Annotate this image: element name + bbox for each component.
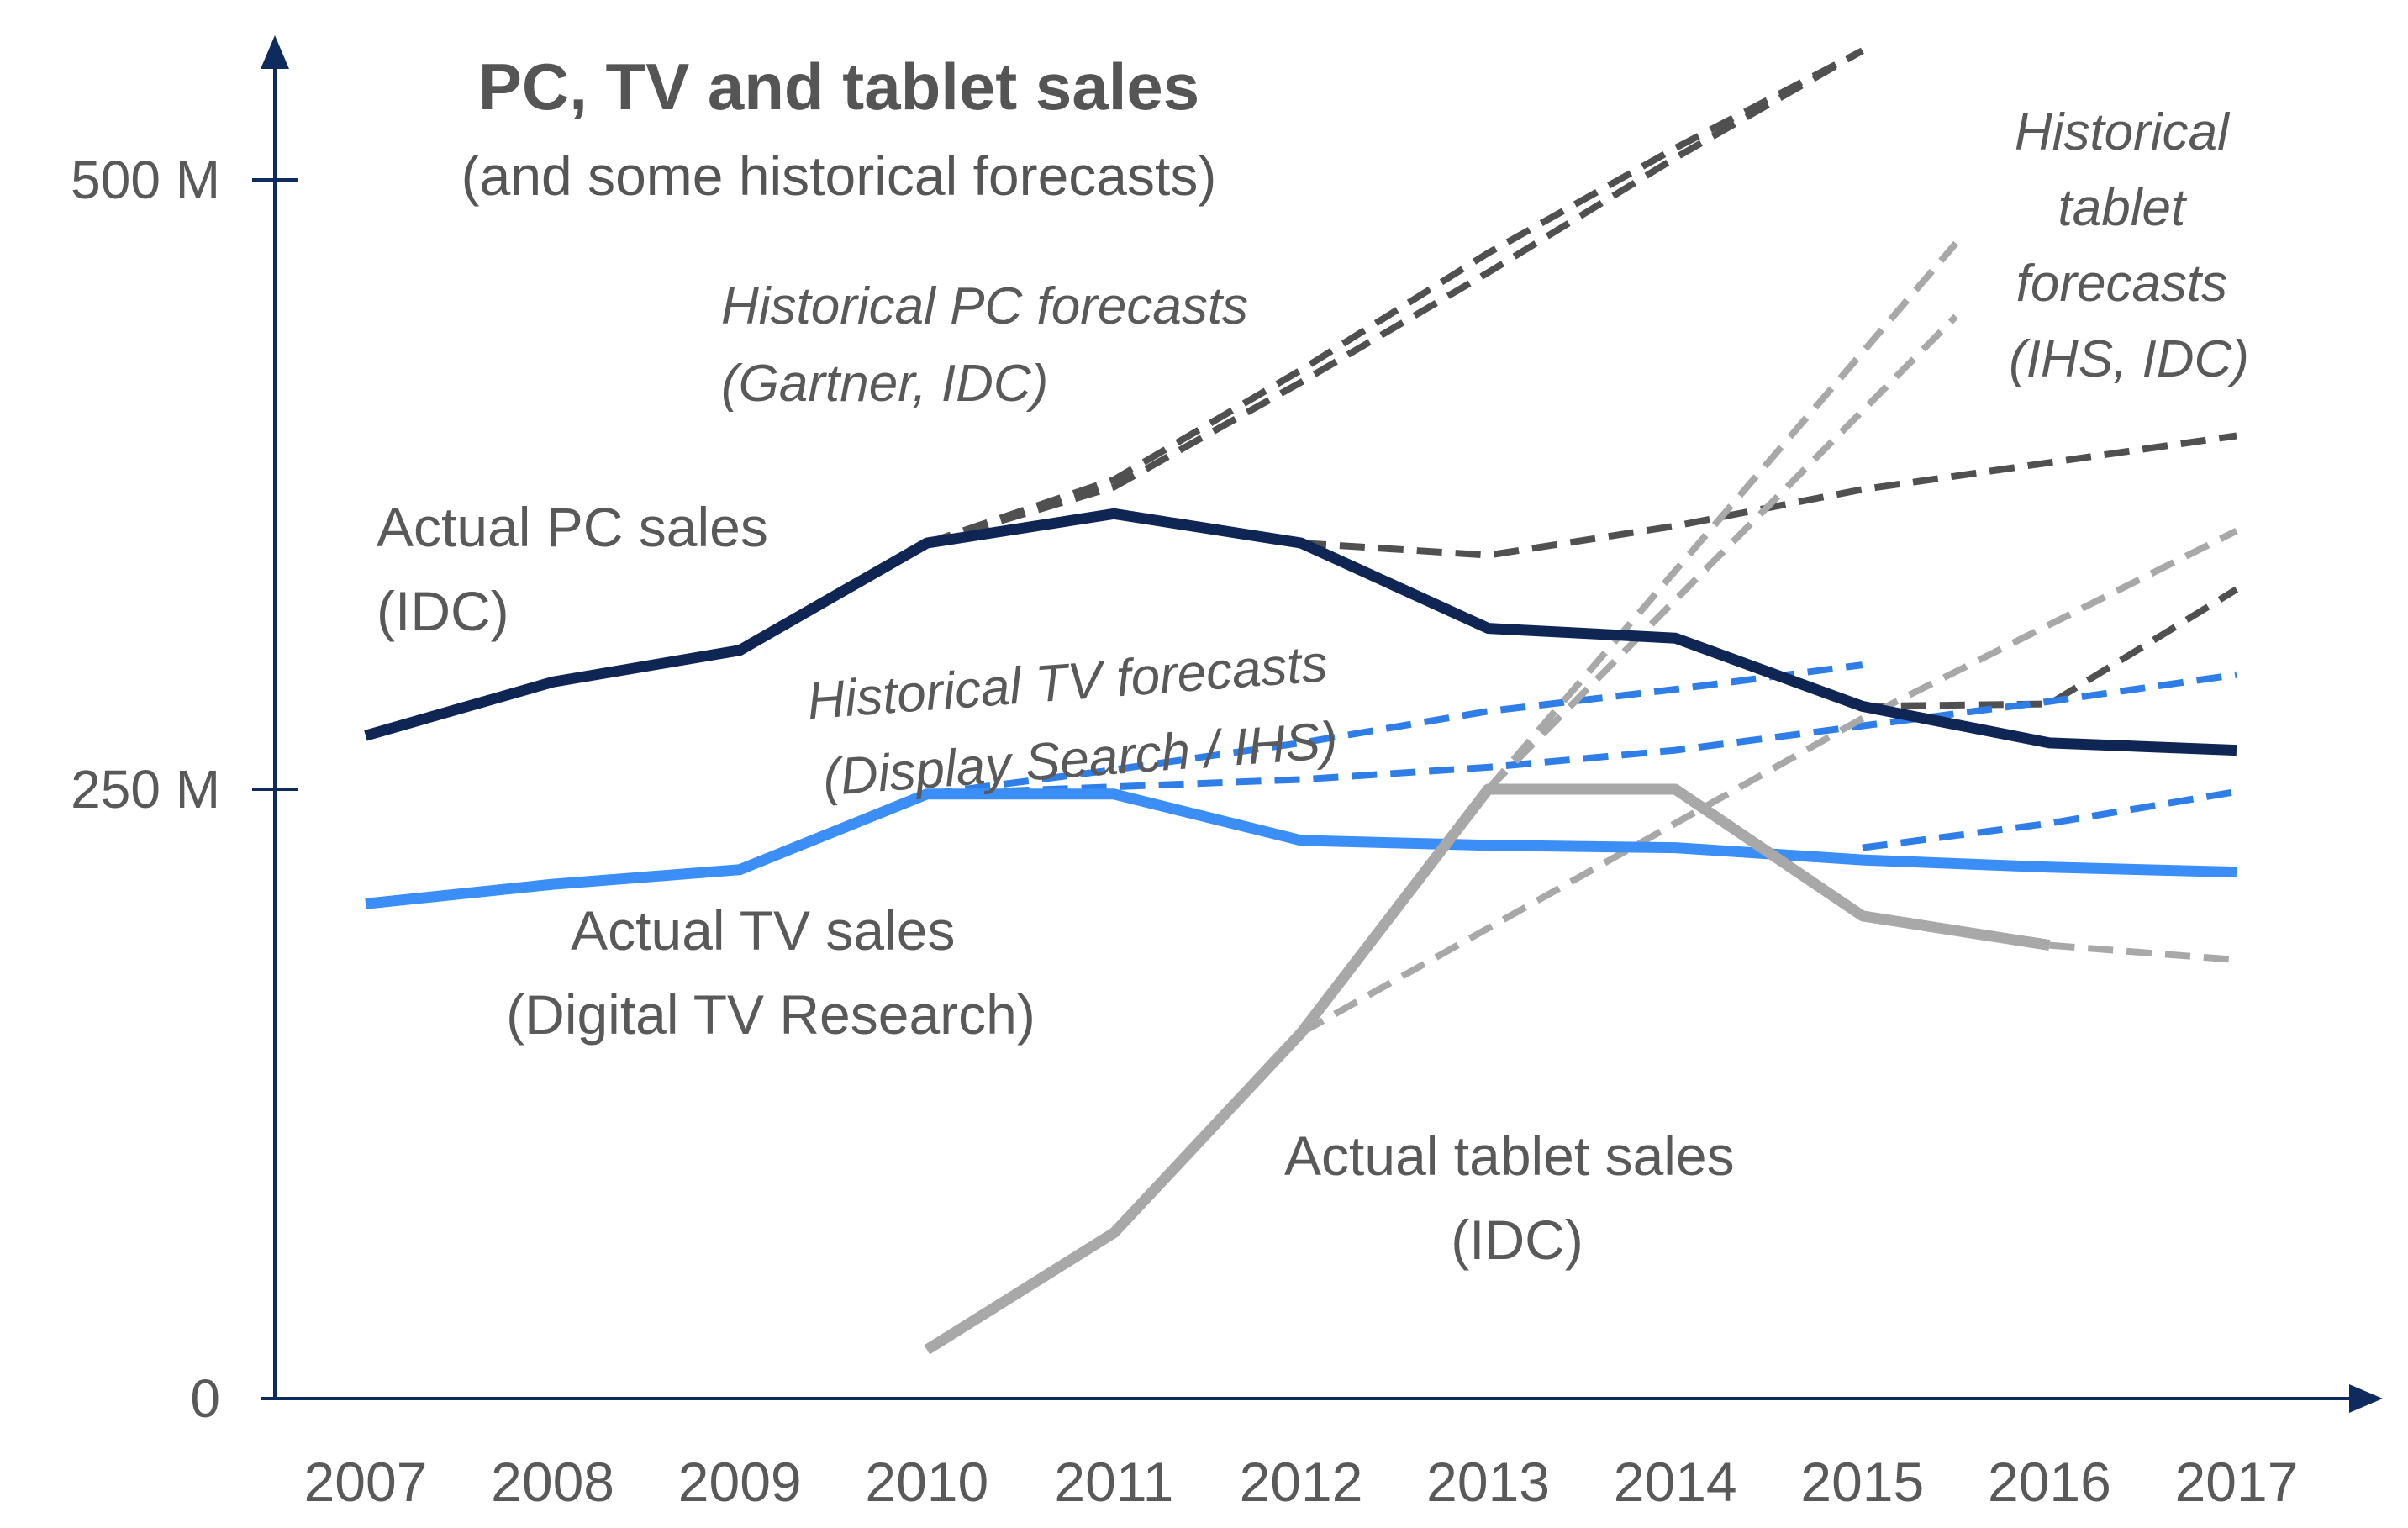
series-line-8 [926,671,2237,798]
series-line-9 [1862,788,2237,851]
y-tick-label-2: 500 M [71,150,220,210]
series-line-0 [364,508,2237,756]
annotation-actual-tablet-line-1: Actual tablet sales [1284,1125,1735,1187]
x-ticks: 2007 2008 2009 2010 2011 2012 2013 2014 2015 2016… [304,1451,2299,1513]
series-line-3 [925,47,1864,546]
annotation-actual-tv: Actual TV sales (Digital TV Research) [506,899,1035,1046]
y-ticks: 0 250 M 500 M [71,150,298,1429]
annotation-tablet-forecasts: Historical tablet forecasts (IHS, IDC) [2009,103,2249,388]
x-tick-label-2009: 2009 [678,1451,802,1513]
series-line-5 [1300,432,2237,559]
annotation-tv-forecasts-line-1: Historical TV forecasts [805,635,1330,730]
annotations: Actual PC sales (IDC) Historical PC fore… [377,103,2249,1271]
annotation-pc-forecasts: Historical PC forecasts (Gartner, IDC) [721,277,1262,413]
x-tick-label-2010: 2010 [865,1451,988,1513]
x-tick-label-2011: 2011 [1054,1451,1173,1513]
y-tick-label-0: 0 [190,1368,220,1429]
annotation-actual-tv-line-1: Actual TV sales [571,899,955,962]
annotation-pc-forecasts-line-2: (Gartner, IDC) [721,355,1048,413]
series-line-1 [365,788,2237,909]
annotation-tablet-forecasts-line-1: Historical [2015,103,2231,161]
series-line-6 [1862,586,2239,710]
annotation-tablet-forecasts-line-3: forecasts [2016,255,2228,313]
series-line-2 [924,783,2051,1355]
chart-subtitle: (and some historical forecasts) [461,145,1217,207]
x-tick-label-2007: 2007 [304,1451,428,1513]
annotation-tablet-forecasts-line-4: (IHS, IDC) [2009,330,2249,388]
x-tick-label-2015: 2015 [1800,1451,1924,1513]
series-line-13 [2049,941,2237,963]
x-tick-label-2008: 2008 [491,1451,614,1513]
series-line-7 [926,661,1863,798]
annotation-actual-tablet-line-2: (IDC) [1451,1209,1583,1271]
x-tick-label-2012: 2012 [1240,1451,1363,1513]
series-line-4 [925,47,1864,546]
series-line-11 [1485,314,1958,792]
x-axis-arrow [2349,1384,2383,1413]
y-axis-arrow [261,35,289,69]
annotation-tablet-forecasts-line-2: tablet [2058,179,2188,237]
annotation-actual-tv-line-2: (Digital TV Research) [506,983,1035,1046]
x-tick-label-2017: 2017 [2175,1451,2299,1513]
annotation-tv-forecasts-text: Historical TV forecasts (Display Search … [805,634,1349,808]
x-tick-label-2016: 2016 [1988,1451,2111,1513]
annotation-pc-forecasts-line-1: Historical PC forecasts [721,277,1248,335]
x-tick-label-2013: 2013 [1426,1451,1550,1513]
annotation-actual-pc: Actual PC sales (IDC) [377,496,783,642]
series-layer [364,47,2239,1355]
series-line-10 [1485,240,1959,792]
annotation-actual-pc-line-1: Actual PC sales [377,496,768,558]
annotation-actual-pc-line-2: (IDC) [377,580,509,642]
chart-title: PC, TV and tablet sales [478,50,1199,124]
annotation-tv-forecasts: Historical TV forecasts (Display Search … [805,634,1349,808]
series-line-12 [1299,528,2238,1036]
x-tick-label-2014: 2014 [1614,1451,1737,1513]
y-tick-label-1: 250 M [71,759,220,819]
axes [261,35,2383,1413]
annotation-actual-tablet: Actual tablet sales (IDC) [1284,1125,1750,1271]
